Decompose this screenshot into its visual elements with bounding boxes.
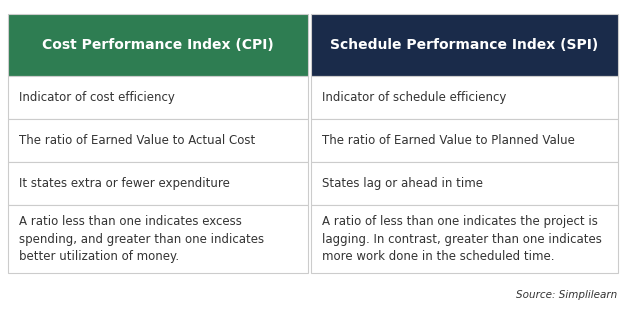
Bar bbox=[311, 119, 618, 162]
Text: States lag or ahead in time: States lag or ahead in time bbox=[322, 177, 484, 190]
Bar bbox=[311, 162, 618, 205]
Text: A ratio less than one indicates excess
spending, and greater than one indicates
: A ratio less than one indicates excess s… bbox=[19, 215, 264, 263]
Text: The ratio of Earned Value to Planned Value: The ratio of Earned Value to Planned Val… bbox=[322, 134, 576, 147]
Bar bbox=[8, 119, 308, 162]
Text: The ratio of Earned Value to Actual Cost: The ratio of Earned Value to Actual Cost bbox=[19, 134, 255, 147]
Text: A ratio of less than one indicates the project is
lagging. In contrast, greater : A ratio of less than one indicates the p… bbox=[322, 215, 602, 263]
Text: Cost Performance Index (CPI): Cost Performance Index (CPI) bbox=[42, 38, 273, 52]
Bar bbox=[8, 14, 308, 76]
Text: Indicator of schedule efficiency: Indicator of schedule efficiency bbox=[322, 91, 507, 104]
Text: Source: Simplilearn: Source: Simplilearn bbox=[516, 290, 618, 300]
Text: It states extra or fewer expenditure: It states extra or fewer expenditure bbox=[19, 177, 229, 190]
Bar bbox=[8, 162, 308, 205]
Bar bbox=[8, 205, 308, 273]
Text: Schedule Performance Index (SPI): Schedule Performance Index (SPI) bbox=[330, 38, 599, 52]
Bar bbox=[311, 76, 618, 119]
Text: Indicator of cost efficiency: Indicator of cost efficiency bbox=[19, 91, 174, 104]
Bar bbox=[8, 76, 308, 119]
Bar bbox=[311, 14, 618, 76]
Bar bbox=[311, 205, 618, 273]
